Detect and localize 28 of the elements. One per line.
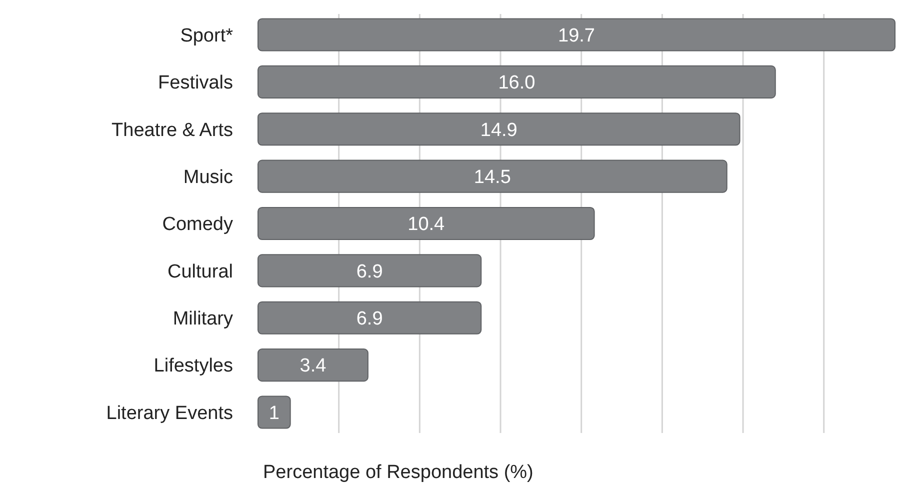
y-tick-label: Sport* <box>180 25 234 46</box>
y-tick-label: Cultural <box>168 261 233 282</box>
bar <box>258 160 728 193</box>
bar <box>258 301 482 334</box>
data-label: 6.9 <box>356 308 383 330</box>
data-label: 19.7 <box>558 25 595 46</box>
bar <box>258 65 776 98</box>
data-label: 3.4 <box>300 356 327 377</box>
bar <box>258 112 740 146</box>
bar <box>258 396 291 429</box>
data-label: 1 <box>268 402 280 424</box>
bar <box>258 254 482 288</box>
y-tick-label: Comedy <box>162 214 234 236</box>
y-tick-label: Theatre & Arts <box>112 120 233 141</box>
bar <box>258 18 896 52</box>
y-tick-label: Festivals <box>158 72 233 94</box>
data-label: 10.4 <box>408 214 446 236</box>
bar <box>258 348 368 382</box>
y-tick-label: Military <box>172 308 234 330</box>
bar <box>258 206 595 240</box>
data-label: 14.5 <box>474 166 511 188</box>
data-label: 16.0 <box>498 72 536 94</box>
x-axis-title: Percentage of Respondents (%) <box>263 462 534 483</box>
data-label: 6.9 <box>356 261 383 282</box>
data-label: 14.9 <box>480 120 518 141</box>
y-tick-label: Lifestyles <box>154 356 233 377</box>
y-tick-label: Music <box>183 166 233 188</box>
y-tick-label: Literary Events <box>106 402 233 424</box>
